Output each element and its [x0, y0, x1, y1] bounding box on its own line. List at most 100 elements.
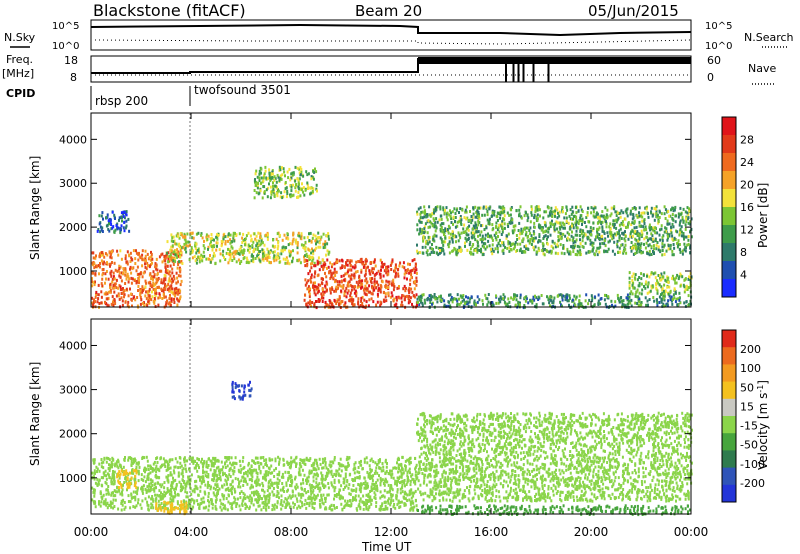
heatmap-cell: [359, 259, 362, 263]
heatmap-cell: [264, 500, 267, 504]
heatmap-cell: [629, 301, 632, 305]
heatmap-cell: [256, 491, 259, 494]
heatmap-cell: [153, 273, 156, 277]
heatmap-cell: [374, 493, 377, 497]
heatmap-cell: [100, 282, 103, 286]
heatmap-cell: [296, 506, 299, 510]
heatmap-cell: [149, 264, 152, 268]
heatmap-cell: [685, 220, 688, 223]
heatmap-cell: [571, 210, 574, 214]
heatmap-cell: [631, 279, 634, 282]
heatmap-cell: [424, 222, 427, 226]
heatmap-cell: [526, 219, 529, 223]
heatmap-cell: [360, 268, 363, 272]
heatmap-cell: [352, 488, 355, 492]
heatmap-cell: [541, 228, 544, 232]
heatmap-cell: [313, 275, 316, 279]
heatmap-cell: [450, 211, 452, 215]
heatmap-cell: [280, 177, 283, 181]
heatmap-cell: [433, 223, 436, 227]
heatmap-cell: [302, 174, 305, 178]
heatmap-cell: [299, 261, 302, 265]
heatmap-cell: [655, 283, 658, 287]
heatmap-cell: [331, 286, 333, 290]
heatmap-cell: [172, 279, 175, 283]
heatmap-cell: [601, 220, 604, 224]
heatmap-cell: [426, 231, 429, 235]
heatmap-cell: [176, 297, 179, 301]
heatmap-cell: [627, 302, 630, 306]
heatmap-cell: [435, 217, 438, 221]
heatmap-cell: [314, 264, 317, 268]
heatmap-cell: [637, 232, 640, 236]
heatmap-cell: [529, 226, 532, 230]
heatmap-cell: [595, 249, 598, 253]
heatmap-cell: [394, 263, 397, 267]
heatmap-cell: [464, 244, 466, 248]
heatmap-cell: [317, 289, 320, 293]
heatmap-cell: [667, 281, 670, 284]
heatmap-cell: [174, 249, 177, 253]
heatmap-cell: [272, 238, 274, 242]
heatmap-cell: [628, 295, 631, 299]
heatmap-cell: [446, 218, 449, 222]
heatmap-cell: [156, 278, 159, 282]
heatmap-cell: [600, 297, 603, 300]
velocity-heatmap: [91, 380, 693, 517]
heatmap-cell: [367, 494, 370, 498]
heatmap-cell: [130, 281, 133, 285]
heatmap-cell: [652, 244, 655, 248]
heatmap-cell: [144, 285, 147, 289]
heatmap-cell: [549, 225, 552, 228]
heatmap-cell: [269, 185, 272, 189]
heatmap-cell: [585, 216, 588, 219]
heatmap-cell: [609, 227, 612, 231]
heatmap-cell: [279, 195, 282, 199]
heatmap-cell: [443, 231, 446, 235]
heatmap-cell: [137, 252, 140, 256]
heatmap-cell: [487, 221, 490, 225]
heatmap-cell: [390, 475, 393, 479]
heatmap-cell: [227, 457, 230, 461]
heatmap-cell: [354, 285, 356, 289]
heatmap-cell: [409, 456, 412, 460]
heatmap-cell: [336, 298, 339, 302]
heatmap-cell: [137, 285, 140, 288]
heatmap-cell: [656, 289, 659, 293]
heatmap-cell: [96, 229, 99, 233]
heatmap-cell: [297, 233, 300, 237]
heatmap-cell: [146, 261, 149, 265]
heatmap-cell: [309, 299, 312, 303]
heatmap-cell: [388, 282, 391, 286]
heatmap-cell: [529, 240, 532, 243]
heatmap-cell: [652, 296, 655, 299]
heatmap-cell: [196, 457, 199, 461]
heatmap-cell: [431, 224, 434, 228]
heatmap-cell: [303, 489, 306, 493]
heatmap-cell: [458, 297, 460, 301]
heatmap-cell: [456, 224, 459, 228]
heatmap-cell: [618, 232, 620, 236]
heatmap-cell: [172, 495, 175, 499]
heatmap-cell: [296, 246, 299, 250]
heatmap-cell: [154, 282, 157, 286]
heatmap-cell: [178, 291, 181, 295]
heatmap-cell: [616, 243, 619, 247]
heatmap-cell: [416, 251, 419, 255]
heatmap-cell: [98, 222, 101, 226]
heatmap-cell: [297, 471, 300, 475]
heatmap-cell: [227, 486, 230, 490]
heatmap-cell: [513, 243, 516, 247]
heatmap-cell: [145, 267, 148, 271]
heatmap-cell: [620, 209, 623, 213]
heatmap-cell: [601, 234, 604, 238]
heatmap-cell: [175, 288, 178, 292]
heatmap-cell: [139, 272, 142, 276]
heatmap-cell: [125, 219, 128, 223]
heatmap-cell: [207, 247, 209, 251]
heatmap-cell: [438, 247, 441, 250]
heatmap-cell: [412, 478, 415, 482]
heatmap-cell: [191, 231, 194, 235]
heatmap-cell: [172, 292, 175, 295]
heatmap-cell: [377, 283, 380, 287]
